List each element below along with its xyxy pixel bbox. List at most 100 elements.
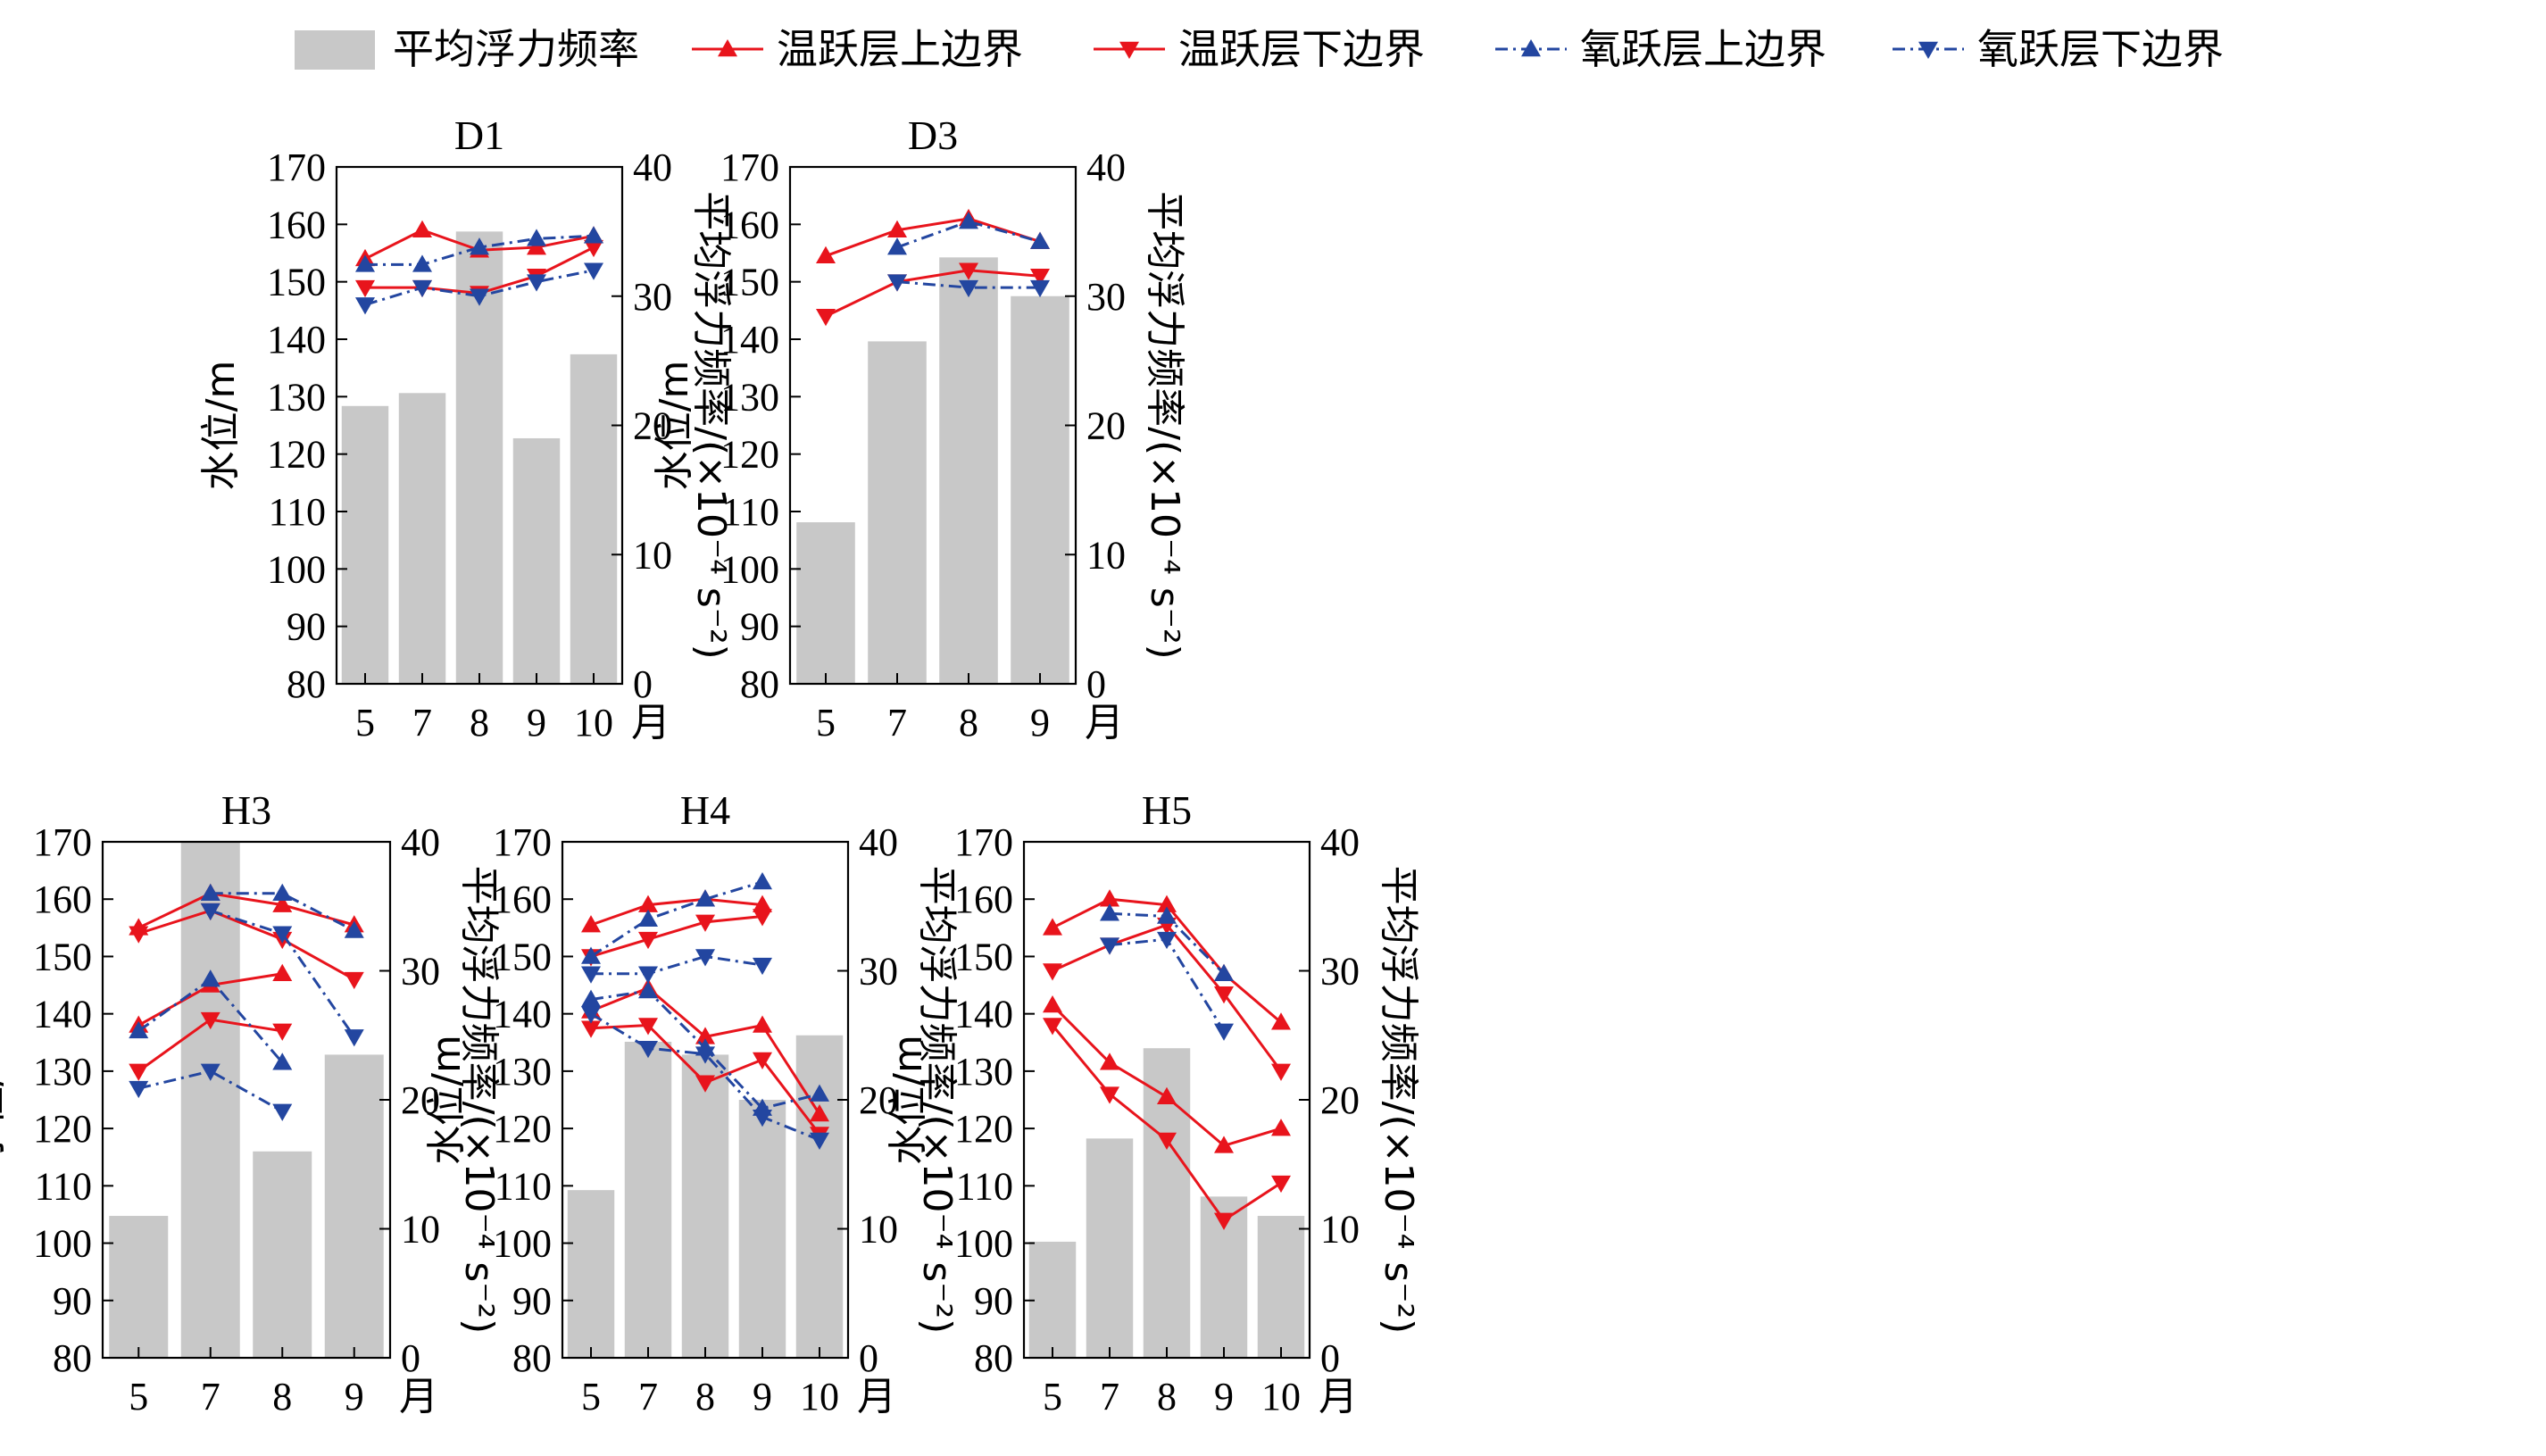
data-point	[810, 1132, 829, 1150]
y-tick-label: 150	[33, 935, 92, 978]
x-tick-label: 8	[1157, 1375, 1177, 1419]
y2-tick-label: 40	[633, 146, 672, 189]
y2-axis-label: 平均浮力频率/(×10⁻⁴ s⁻²)	[688, 191, 734, 660]
data-point	[1271, 1063, 1291, 1081]
bar-9	[324, 1054, 384, 1358]
series-oxy-top	[887, 212, 1050, 255]
data-point	[272, 1103, 293, 1121]
bar-7	[180, 842, 240, 1358]
bar-7	[1086, 1138, 1134, 1358]
y2-tick-label: 0	[859, 1336, 878, 1380]
data-point	[816, 245, 836, 263]
data-point	[272, 926, 293, 944]
y-tick-label: 100	[33, 1222, 92, 1266]
y2-axis-label: 平均浮力频率/(×10⁻⁴ s⁻²)	[1376, 866, 1421, 1335]
x-tick-label: 5	[355, 701, 375, 745]
legend-marker-up	[1521, 39, 1541, 57]
series-line	[825, 269, 1041, 318]
y-tick-label: 160	[33, 878, 92, 921]
bar-10	[570, 354, 618, 684]
y-tick-label: 130	[267, 375, 326, 419]
data-point	[470, 237, 489, 255]
series-oxy-bottom	[581, 949, 829, 1150]
y-tick-label: 110	[722, 490, 779, 534]
data-point	[1100, 903, 1119, 921]
y-axis-label: 水位/m	[0, 1035, 10, 1165]
legend-marker-down	[1918, 41, 1938, 59]
data-point	[129, 1080, 149, 1099]
series-line	[590, 914, 763, 958]
y-tick-label: 150	[267, 261, 326, 304]
data-point	[1043, 1018, 1062, 1036]
series-oxy-top	[355, 226, 603, 272]
bar-7	[624, 1041, 672, 1358]
data-point	[412, 279, 432, 298]
y-tick-label: 100	[493, 1222, 552, 1266]
bar-9	[512, 437, 561, 684]
y-tick-label: 120	[493, 1107, 552, 1151]
data-point	[638, 980, 658, 999]
bar-8	[455, 231, 503, 684]
y-tick-label: 80	[287, 662, 326, 706]
series-line	[591, 954, 763, 976]
y-tick-label: 160	[954, 878, 1013, 921]
data-point	[753, 894, 772, 912]
y2-tick-label: 20	[1320, 1078, 1360, 1122]
data-point	[1100, 937, 1119, 955]
y-tick-label: 90	[287, 605, 326, 649]
data-point	[887, 220, 907, 238]
y-tick-label: 120	[33, 1107, 92, 1151]
x-tick-label: 8	[695, 1375, 715, 1419]
y2-tick-label: 30	[1086, 275, 1126, 319]
data-point	[1043, 963, 1062, 981]
series-temp-top	[816, 208, 1050, 263]
data-point	[695, 914, 715, 932]
y-tick-label: 150	[954, 935, 1013, 978]
data-point	[200, 1011, 220, 1030]
data-point	[581, 1006, 601, 1024]
data-point	[959, 262, 978, 280]
data-point	[584, 239, 603, 258]
x-unit-label: 月	[1085, 700, 1124, 745]
data-point	[344, 1029, 364, 1047]
x-unit-label: 月	[631, 700, 670, 745]
data-point	[272, 1023, 293, 1041]
data-point	[638, 894, 658, 912]
data-point	[638, 1018, 658, 1036]
y-tick-label: 150	[493, 935, 552, 978]
data-point	[272, 883, 293, 902]
bar-5	[567, 1190, 615, 1358]
data-point	[581, 946, 601, 964]
bar-5	[1028, 1241, 1077, 1358]
panel-title: D1	[454, 112, 504, 158]
x-tick-label: 9	[1030, 701, 1050, 745]
y-tick-label: 160	[493, 878, 552, 921]
series-temp-top	[129, 883, 364, 1033]
data-point	[200, 903, 220, 921]
data-point	[1271, 1012, 1291, 1030]
y-tick-label: 140	[33, 993, 92, 1036]
y-tick-label: 90	[53, 1279, 92, 1323]
y2-tick-label: 40	[859, 820, 898, 864]
y2-axis-label: 平均浮力频率/(×10⁻⁴ s⁻²)	[914, 866, 960, 1335]
data-point	[1271, 1175, 1291, 1194]
y-axis-label: 水位/m	[886, 1035, 931, 1165]
bar-5	[109, 1216, 169, 1358]
y2-tick-label: 40	[1320, 820, 1360, 864]
x-tick-label: 7	[412, 701, 432, 745]
x-unit-label: 月	[399, 1374, 438, 1419]
data-point	[1214, 1136, 1234, 1153]
legend-label: 温跃层上边界	[777, 25, 1023, 73]
y-tick-label: 130	[954, 1050, 1013, 1094]
x-tick-label: 10	[574, 701, 613, 745]
y-tick-label: 110	[495, 1164, 552, 1208]
data-point	[816, 309, 836, 327]
series-oxy-top	[1100, 903, 1234, 981]
panel-title: H4	[680, 787, 730, 833]
x-tick-label: 9	[527, 701, 546, 745]
data-point	[581, 989, 601, 1007]
x-tick-label: 7	[887, 701, 907, 745]
y2-tick-label: 20	[633, 404, 672, 448]
data-point	[200, 969, 220, 987]
